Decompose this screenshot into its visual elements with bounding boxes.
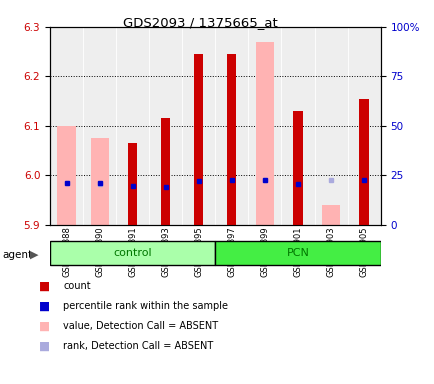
Text: ■: ■ [39, 319, 50, 333]
Bar [255, 42, 273, 225]
Text: value, Detection Call = ABSENT: value, Detection Call = ABSENT [63, 321, 218, 331]
Bar [293, 111, 302, 225]
FancyBboxPatch shape [50, 241, 215, 265]
Text: control: control [113, 248, 151, 258]
Bar [128, 143, 137, 225]
Text: ■: ■ [39, 300, 50, 313]
Text: count: count [63, 281, 91, 291]
Text: ■: ■ [39, 280, 50, 293]
Bar [194, 54, 203, 225]
Text: agent: agent [2, 250, 32, 260]
Bar [358, 99, 368, 225]
Text: ■: ■ [39, 339, 50, 353]
Bar [321, 205, 339, 225]
Text: rank, Detection Call = ABSENT: rank, Detection Call = ABSENT [63, 341, 213, 351]
Text: ▶: ▶ [30, 250, 38, 260]
Bar [57, 126, 76, 225]
FancyBboxPatch shape [215, 241, 380, 265]
Text: PCN: PCN [286, 248, 309, 258]
Text: GDS2093 / 1375665_at: GDS2093 / 1375665_at [122, 17, 277, 30]
Text: percentile rank within the sample: percentile rank within the sample [63, 301, 227, 311]
Bar [227, 54, 236, 225]
Bar [90, 138, 108, 225]
Bar [161, 118, 170, 225]
